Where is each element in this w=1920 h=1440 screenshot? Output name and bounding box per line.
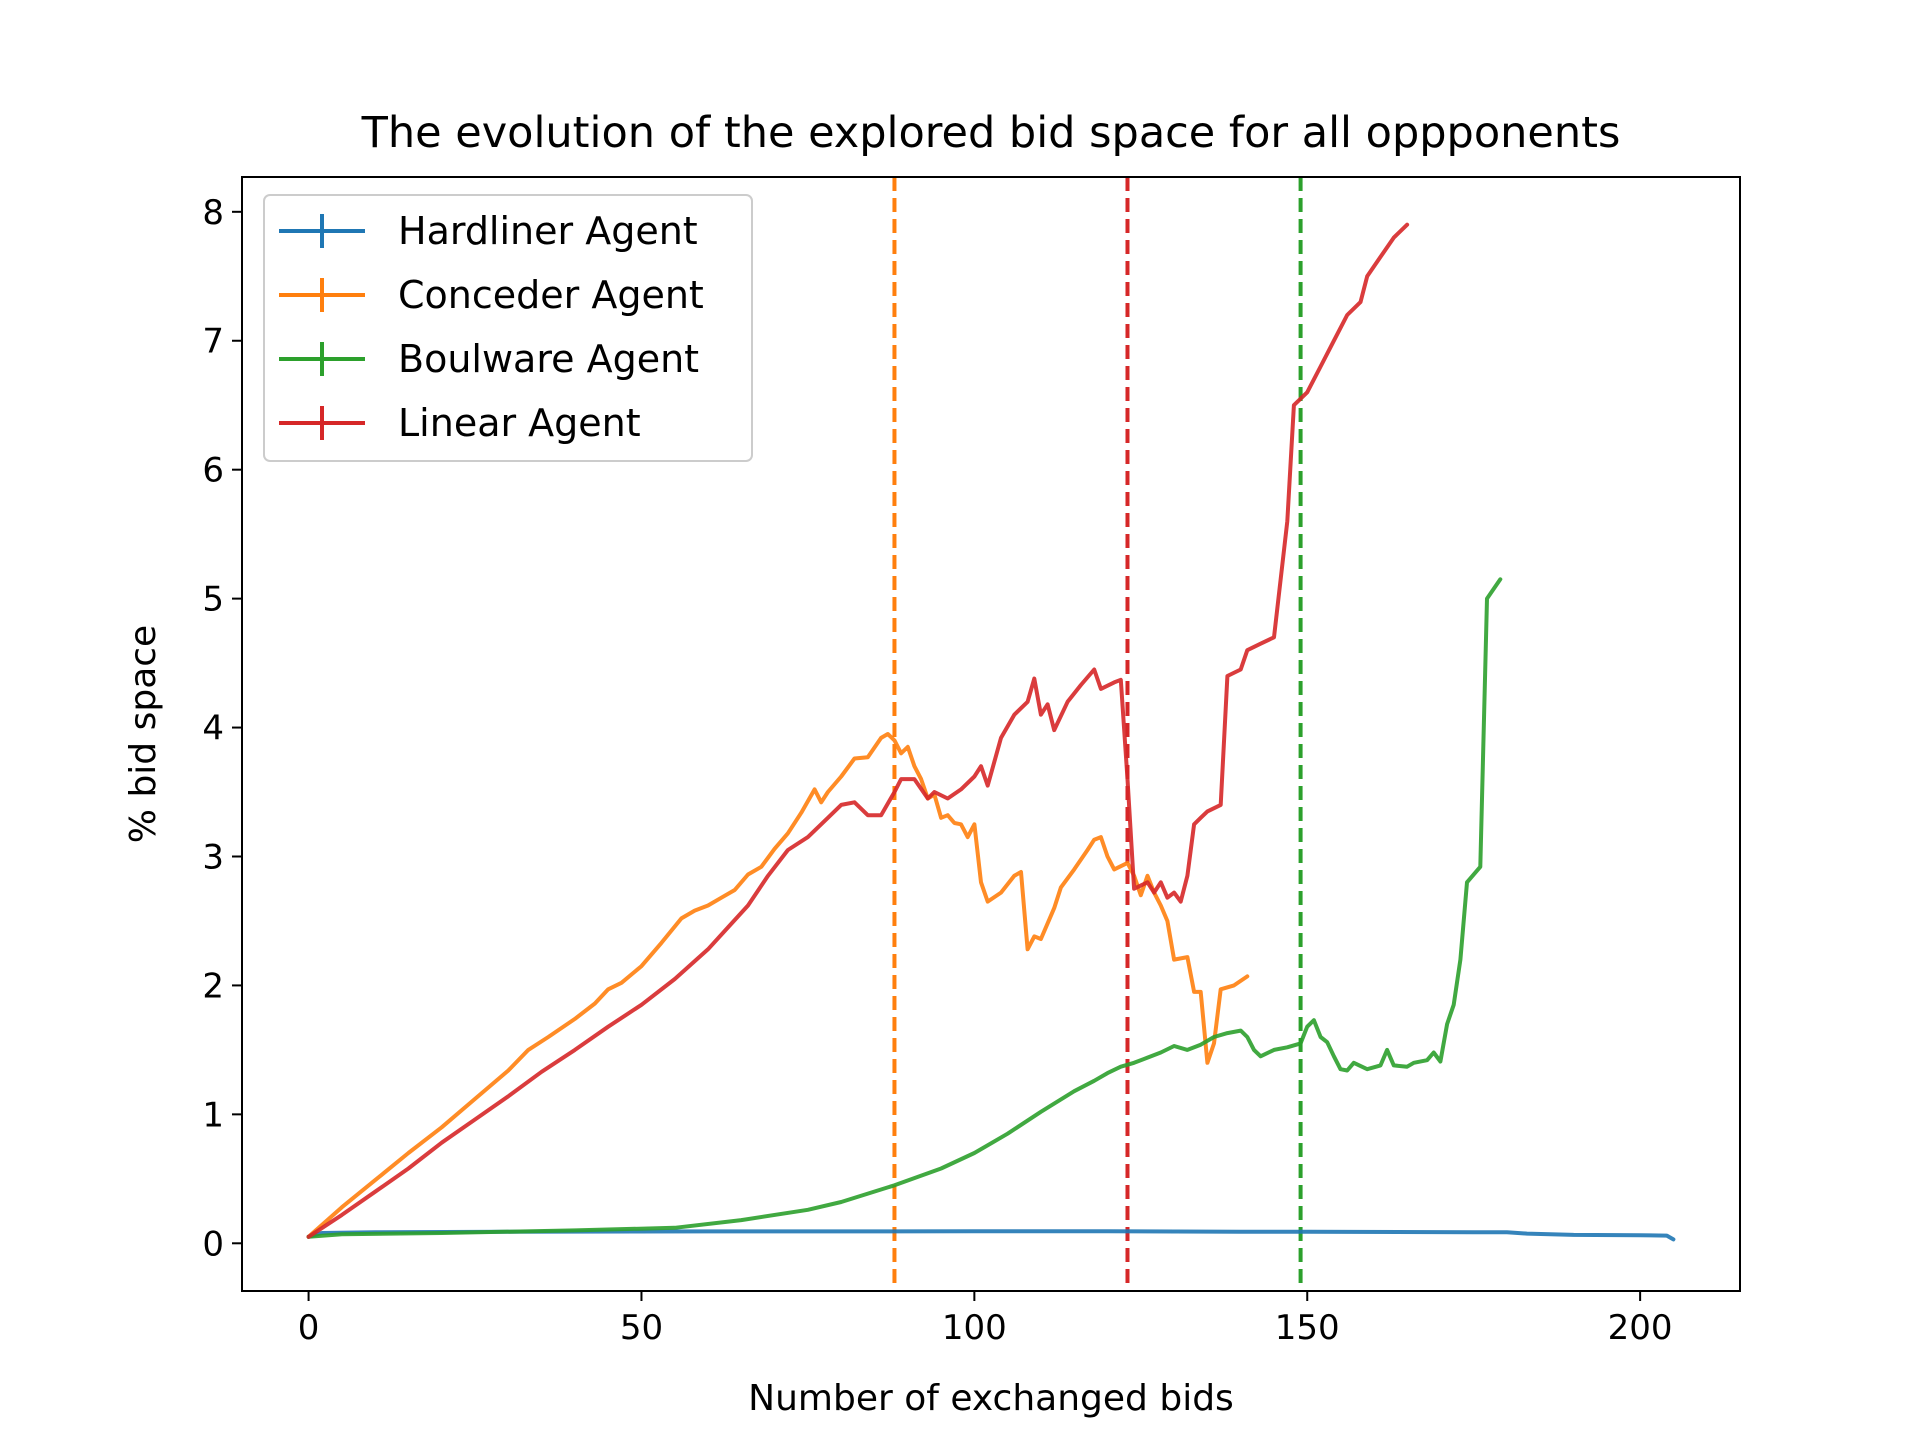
legend-label: Linear Agent (398, 401, 641, 445)
legend: Hardliner Agent Conceder Agent Boulware Ag… (263, 194, 753, 462)
legend-entry: Linear Agent (279, 401, 641, 445)
series-line-2 (306, 732, 1250, 1239)
y-axis-label: % bid space (123, 625, 164, 843)
legend-label: Hardliner Agent (398, 209, 698, 253)
y-tick-label: 0 (202, 1224, 224, 1264)
x-tick-label: 100 (942, 1308, 1007, 1348)
y-tick-label: 5 (202, 580, 224, 620)
x-tick-label: 200 (1608, 1308, 1673, 1348)
x-tick-label: 50 (620, 1308, 663, 1348)
y-tick-label: 7 (202, 322, 224, 362)
y-tick-label: 8 (202, 193, 224, 233)
chart-title: The evolution of the explored bid space … (361, 108, 1621, 158)
x-axis: 0 50 100 150 200 (298, 1291, 1673, 1348)
plot-frame (241, 176, 1741, 1292)
legend-entry: Boulware Agent (279, 337, 699, 381)
y-axis: 0 1 2 3 4 5 6 7 8 (202, 193, 242, 1264)
legend-entry: Hardliner Agent (279, 209, 698, 253)
series-line-3 (306, 577, 1503, 1239)
legend-label: Conceder Agent (398, 273, 704, 317)
legend-label: Boulware Agent (398, 337, 699, 381)
y-tick-label: 4 (202, 709, 224, 749)
x-tick-label: 0 (298, 1308, 320, 1348)
legend-box (263, 194, 753, 462)
y-tick-label: 3 (202, 837, 224, 877)
series-line-4 (306, 222, 1410, 1239)
x-tick-label: 150 (1275, 1308, 1340, 1348)
y-tick-label: 2 (202, 966, 224, 1006)
y-tick-label: 1 (202, 1095, 224, 1135)
plot-area (306, 177, 1676, 1291)
legend-entry: Conceder Agent (279, 273, 704, 317)
y-tick-label: 6 (202, 451, 224, 491)
x-axis-label: Number of exchanged bids (748, 1378, 1234, 1419)
